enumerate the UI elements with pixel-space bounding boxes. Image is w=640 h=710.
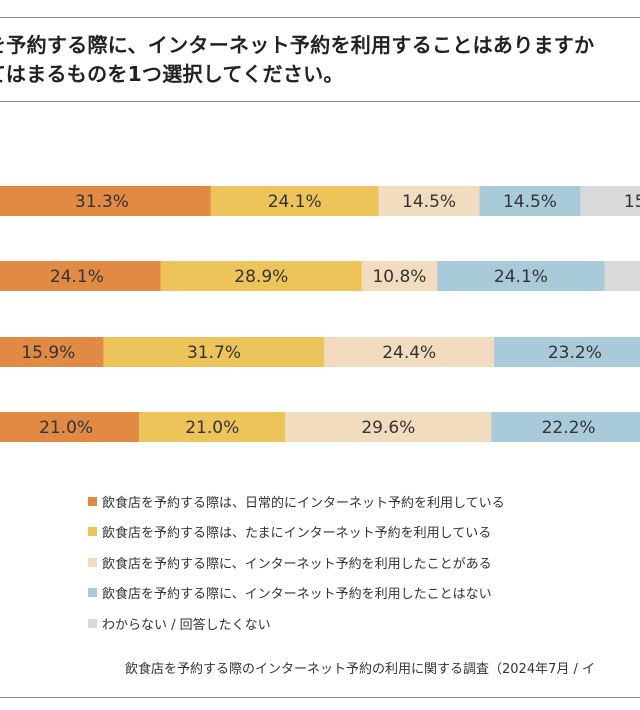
- bar-segment-daily: [0, 261, 161, 291]
- question-title-line1: を予約する際に、インターネット予約を利用することはありますか: [0, 33, 595, 57]
- data-label-used-before: 10.8%: [372, 267, 426, 287]
- bar-row-3: 15.9% 31.7% 24.4% 23.2%: [0, 337, 640, 367]
- bar-segment-daily: [0, 337, 104, 367]
- top-rule: [0, 17, 640, 18]
- bar-segment-used-before: [361, 261, 438, 291]
- bar-segment-used-before: [285, 412, 492, 442]
- data-label-daily: 24.1%: [50, 267, 104, 287]
- title-divider: [0, 101, 640, 102]
- stacked-bar-chart: 31.3% 24.1% 14.5% 14.5% 15 24.1% 28.9% 10.8% 24.…: [0, 186, 640, 442]
- bar-segment-never: [437, 261, 605, 291]
- data-label-unknown: 15: [624, 192, 640, 212]
- legend-label-daily: 飲食店を予約する際は、日常的にインターネット予約を利用している: [102, 495, 505, 511]
- data-label-sometimes: 24.1%: [268, 192, 322, 212]
- bar-segment-never: [491, 412, 640, 442]
- legend-label-sometimes: 飲食店を予約する際は、たまにインターネット予約を利用している: [102, 526, 492, 542]
- data-label-never: 23.2%: [548, 343, 602, 363]
- bar-row-1: 31.3% 24.1% 14.5% 14.5% 15: [0, 186, 640, 216]
- bar-row-2: 24.1%28.9%10.8%24.1%1: [0, 261, 640, 291]
- bar-segment-daily: [0, 186, 211, 216]
- data-label-never: 22.2%: [542, 418, 596, 438]
- bar-segment-daily: [0, 412, 140, 442]
- legend: 飲食店を予約する際は、日常的にインターネット予約を利用している 飲食店を予約する…: [88, 486, 505, 639]
- data-label-daily: 21.0%: [39, 418, 93, 438]
- legend-swatch-never: [88, 588, 97, 598]
- data-label-used-before: 14.5%: [402, 192, 456, 212]
- legend-item-daily: 飲食店を予約する際は、日常的にインターネット予約を利用している: [88, 486, 505, 517]
- data-label-used-before: 24.4%: [382, 343, 436, 363]
- data-label-never: 14.5%: [503, 192, 557, 212]
- legend-swatch-sometimes: [88, 527, 97, 537]
- data-label-sometimes: 21.0%: [185, 418, 239, 438]
- bar-row-4: 21.0% 21.0% 29.6% 22.2%: [0, 412, 640, 442]
- legend-item-sometimes: 飲食店を予約する際は、たまにインターネット予約を利用している: [88, 517, 505, 548]
- source-note: 飲食店を予約する際のインターネット予約の利用に関する調査（2024年7月 / イ: [125, 662, 595, 677]
- legend-label-unknown: わからない / 回答したくない: [102, 617, 271, 633]
- bar-segment-used-before: [378, 186, 480, 216]
- bar-segment-sometimes: [210, 186, 379, 216]
- bar-segment-unknown: [580, 186, 640, 216]
- legend-swatch-daily: [88, 496, 97, 506]
- data-label-daily: 15.9%: [21, 343, 75, 363]
- legend-item-unknown: わからない / 回答したくない: [88, 608, 505, 639]
- question-title: を予約する際に、インターネット予約を利用することはありますか てはまるものを1つ…: [0, 31, 640, 89]
- bottom-rule: [0, 697, 640, 698]
- legend-swatch-unknown: [88, 618, 97, 628]
- bar-segment-sometimes: [160, 261, 362, 291]
- data-label-never: 24.1%: [494, 267, 548, 287]
- legend-swatch-used-before: [88, 557, 97, 567]
- bar-segment-sometimes: [103, 337, 325, 367]
- bar-segment-never: [494, 337, 640, 367]
- data-label-used-before: 29.6%: [361, 418, 415, 438]
- legend-label-never: 飲食店を予約する際に、インターネット予約を利用したことはない: [102, 587, 492, 603]
- data-label-sometimes: 28.9%: [234, 267, 288, 287]
- data-label-sometimes: 31.7%: [187, 343, 241, 363]
- legend-label-used-before: 飲食店を予約する際に、インターネット予約を利用したことがある: [102, 556, 492, 572]
- bar-segment-never: [479, 186, 581, 216]
- legend-item-used-before: 飲食店を予約する際に、インターネット予約を利用したことがある: [88, 547, 505, 578]
- bar-segment-sometimes: [139, 412, 286, 442]
- bar-segment-used-before: [324, 337, 495, 367]
- question-title-line2: てはまるものを1つ選択してください。: [0, 62, 344, 86]
- data-label-daily: 31.3%: [75, 192, 129, 212]
- legend-item-never: 飲食店を予約する際に、インターネット予約を利用したことはない: [88, 578, 505, 609]
- bar-segment-unknown: [604, 261, 640, 291]
